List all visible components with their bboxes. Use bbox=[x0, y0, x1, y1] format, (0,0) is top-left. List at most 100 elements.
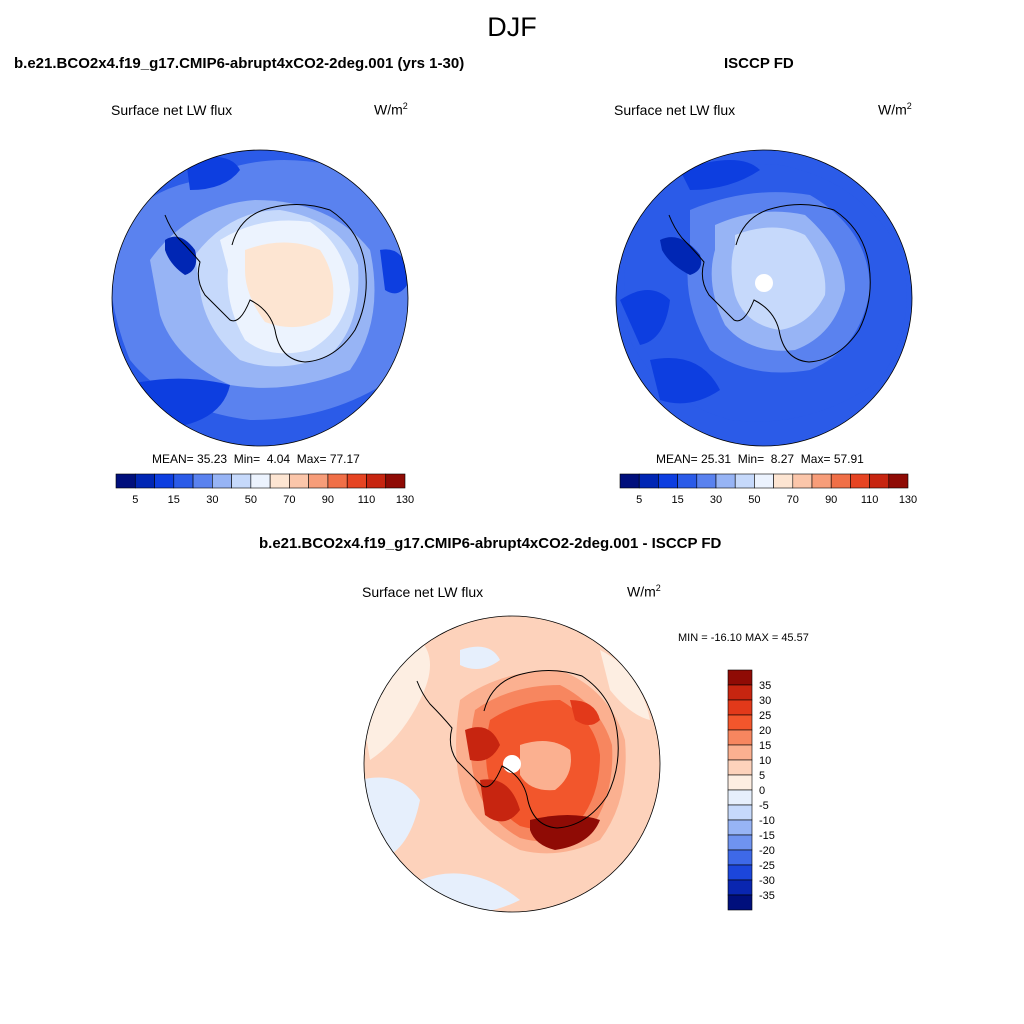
panel2-colorbar-tick-label: 70 bbox=[787, 494, 799, 506]
panel3-colorbar-swatch bbox=[727, 669, 753, 686]
panel1-colorbar: 5 15 30 50 70 90 110 130 bbox=[115, 473, 414, 506]
panel3-variable-label: Surface net LW flux bbox=[362, 584, 484, 600]
panel1-colorbar-tick-label: 5 bbox=[132, 494, 138, 506]
panel1-variable-label: Surface net LW flux bbox=[111, 102, 233, 118]
panel2-colorbar-swatch bbox=[830, 473, 851, 489]
panel1-colorbar-tick-label: 90 bbox=[322, 494, 334, 506]
panel1-colorbar-swatch bbox=[289, 473, 309, 489]
panel1-colorbar-swatch bbox=[366, 473, 387, 489]
panel3-colorbar-swatch bbox=[727, 759, 753, 776]
panel3-colorbar-swatch bbox=[727, 729, 753, 746]
panel2-colorbar-swatch bbox=[888, 473, 909, 489]
panel2-colorbar-swatch bbox=[811, 473, 832, 489]
panel2-colorbar-tick-label: 130 bbox=[899, 494, 917, 506]
panel2-colorbar-swatch bbox=[773, 473, 794, 489]
panel2-colorbar-swatch bbox=[869, 473, 890, 489]
panel3-colorbar-tick-label: -5 bbox=[759, 800, 769, 812]
panel2-colorbar: 5 15 30 50 70 90 110 130 bbox=[619, 473, 917, 506]
panel3-colorbar-swatch bbox=[727, 879, 753, 896]
panel1-colorbar-swatch bbox=[134, 473, 155, 489]
panel3-colorbar-swatch bbox=[727, 849, 753, 866]
panel2-colorbar-swatch bbox=[677, 473, 698, 489]
panel2-map-border bbox=[615, 149, 913, 447]
panel3-colorbar-tick-label: 10 bbox=[759, 755, 771, 767]
panel2-colorbar-swatch bbox=[658, 473, 678, 489]
panel3-colorbar-tick-label: 35 bbox=[759, 680, 771, 692]
panel2-stats: MEAN= 25.31 Min= 8.27 Max= 57.91 bbox=[656, 452, 864, 466]
panel3-colorbar-tick-label: -25 bbox=[759, 860, 775, 872]
panel1-colorbar-swatch bbox=[115, 473, 136, 489]
panel1-stats: MEAN= 35.23 Min= 4.04 Max= 77.17 bbox=[152, 452, 360, 466]
panel1-colorbar-tick-label: 30 bbox=[206, 494, 218, 506]
panel3-stats: MIN = -16.10 MAX = 45.57 bbox=[678, 632, 809, 644]
panel3-title: b.e21.BCO2x4.f19_g17.CMIP6-abrupt4xCO2-2… bbox=[259, 535, 722, 552]
panel1-colorbar-swatch bbox=[154, 473, 175, 489]
panel1-title: b.e21.BCO2x4.f19_g17.CMIP6-abrupt4xCO2-2… bbox=[14, 55, 465, 72]
panel1-units: W/m2 bbox=[374, 101, 408, 118]
panel3-colorbar-tick-label: 20 bbox=[759, 725, 771, 737]
panel2-colorbar-swatch bbox=[619, 473, 640, 489]
panel2-colorbar-swatch bbox=[792, 473, 813, 489]
panel3-colorbar-tick-label: -30 bbox=[759, 875, 775, 887]
panel1-map-border bbox=[111, 149, 409, 447]
panel3-colorbar-tick-label: 5 bbox=[759, 770, 765, 782]
panel3-colorbar-tick-label: 0 bbox=[759, 785, 765, 797]
panel3-colorbar-swatch bbox=[727, 744, 753, 761]
panel2-colorbar-tick-label: 50 bbox=[748, 494, 760, 506]
panel1-colorbar-tick-label: 15 bbox=[168, 494, 180, 506]
panel2-title: ISCCP FD bbox=[724, 55, 794, 72]
panel3-colorbar-swatch bbox=[727, 864, 753, 881]
panel1-colorbar-swatch bbox=[192, 473, 213, 489]
panel1-colorbar-swatch bbox=[308, 473, 329, 489]
panel3-colorbar-swatch bbox=[727, 819, 753, 836]
panel3-units: W/m2 bbox=[627, 583, 661, 600]
panel1-colorbar-swatch bbox=[173, 473, 194, 489]
panel1-colorbar-tick-label: 50 bbox=[245, 494, 257, 506]
panel3-colorbar-swatch bbox=[727, 894, 753, 911]
panel1-colorbar-tick-label: 70 bbox=[283, 494, 295, 506]
panel2-map bbox=[616, 150, 912, 446]
panel3-colorbar: 35 30 25 20 15 10 5 0 -5 -10 -15 -20 -25 -30 -35 bbox=[727, 669, 775, 911]
panel1-colorbar-swatch bbox=[212, 473, 232, 489]
panel1-colorbar-swatch bbox=[385, 473, 406, 489]
panel3-map-border bbox=[363, 615, 661, 913]
panel2-colorbar-tick-label: 5 bbox=[636, 494, 642, 506]
panel3-colorbar-tick-label: -10 bbox=[759, 815, 775, 827]
panel3-colorbar-swatch bbox=[727, 684, 753, 701]
panel2-colorbar-tick-label: 15 bbox=[671, 494, 683, 506]
panel1-colorbar-swatch bbox=[327, 473, 348, 489]
panel3-colorbar-swatch bbox=[727, 804, 753, 821]
panel2-colorbar-swatch bbox=[638, 473, 659, 489]
panel1-colorbar-swatch bbox=[231, 473, 252, 489]
panel3-map bbox=[364, 616, 660, 912]
panel3-colorbar-tick-label: -35 bbox=[759, 890, 775, 902]
panel3-colorbar-swatch bbox=[727, 834, 753, 851]
panel2-colorbar-swatch bbox=[754, 473, 774, 489]
panel3-colorbar-tick-label: 30 bbox=[759, 695, 771, 707]
panel1-colorbar-swatch bbox=[250, 473, 271, 489]
panel1-colorbar-tick-label: 130 bbox=[396, 494, 414, 506]
panel3-colorbar-tick-label: -20 bbox=[759, 845, 775, 857]
panel3-colorbar-tick-label: 25 bbox=[759, 710, 771, 722]
panel1-colorbar-tick-label: 110 bbox=[358, 494, 376, 506]
panel2-colorbar-swatch bbox=[715, 473, 736, 489]
figure-title: DJF bbox=[487, 12, 537, 42]
panel3-colorbar-swatch bbox=[727, 714, 753, 731]
panel2-units: W/m2 bbox=[878, 101, 912, 118]
panel2-colorbar-swatch bbox=[696, 473, 717, 489]
panel3-colorbar-swatch bbox=[727, 789, 753, 806]
panel1-map bbox=[112, 150, 408, 446]
panel2-colorbar-tick-label: 90 bbox=[825, 494, 837, 506]
panel1-colorbar-swatch bbox=[269, 473, 290, 489]
panel2-colorbar-tick-label: 30 bbox=[710, 494, 722, 506]
panel3-colorbar-tick-label: -15 bbox=[759, 830, 775, 842]
panel1-colorbar-swatch bbox=[346, 473, 367, 489]
panel2-colorbar-swatch bbox=[850, 473, 870, 489]
panel2-colorbar-swatch bbox=[734, 473, 755, 489]
panel3-colorbar-swatch bbox=[727, 699, 753, 716]
panel3-colorbar-swatch bbox=[727, 774, 753, 791]
panel2-variable-label: Surface net LW flux bbox=[614, 102, 736, 118]
panel2-colorbar-tick-label: 110 bbox=[861, 494, 879, 506]
panel3-colorbar-tick-label: 15 bbox=[759, 740, 771, 752]
